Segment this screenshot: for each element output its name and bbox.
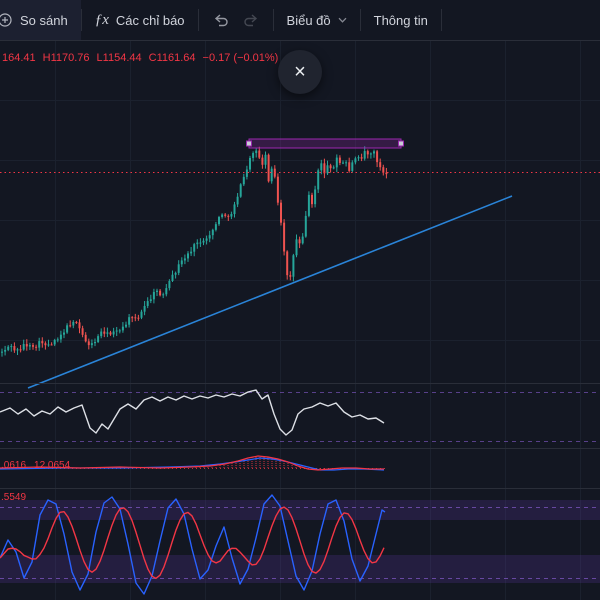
pane-indicator-3[interactable] [0,489,600,600]
top-toolbar: So sánh ƒx Các chỉ báo Biểu đồ Thông [0,0,600,41]
toolbar-separator [272,9,274,31]
pane-separator[interactable] [0,488,600,489]
chart-menu-label: Biểu đồ [286,12,331,28]
open-value: 164.41 [2,52,36,64]
pane-indicator-2[interactable] [0,449,600,488]
redo-icon [242,13,260,28]
close-icon: × [294,61,306,83]
chevron-down-icon [338,17,347,23]
indicators-label: Các chỉ báo [115,12,185,28]
toolbar-separator [197,9,199,31]
toolbar-separator [80,9,82,31]
macd-values: .0616 12.0654 [1,460,78,471]
stoch-value-text: .5549 [1,492,27,503]
low-value: L1154.44 [96,52,142,64]
fx-icon: ƒx [94,11,109,28]
close-value: C1161.64 [148,52,196,64]
close-button[interactable]: × [278,50,322,94]
indicators-button[interactable]: ƒx Các chỉ báo [82,0,198,40]
pane-separator[interactable] [0,383,600,384]
ohlc-legend: 164.41 H1170.76 L1154.44 C1161.64 −0.17 (−0.… [2,52,285,64]
compare-icon [0,12,13,28]
stoch-value: .5549 [1,492,34,503]
info-button[interactable]: Thông tin [361,0,441,40]
toolbar-separator [440,9,442,31]
undo-button[interactable] [199,0,238,40]
info-label: Thông tin [373,12,428,28]
compare-button[interactable]: So sánh [0,0,81,40]
pane-indicator-1[interactable] [0,384,600,448]
high-value: H1170.76 [42,52,90,64]
pane-separator[interactable] [0,448,600,449]
compare-label: So sánh [20,12,68,28]
redo-button[interactable] [238,0,273,40]
change-value: −0.17 (−0.01%) [202,52,279,64]
macd-value-a: .0616 [1,460,27,471]
toolbar-separator [359,9,361,31]
undo-icon [212,13,230,28]
chart-menu-button[interactable]: Biểu đồ [274,0,360,40]
macd-value-b: 12.0654 [34,460,71,471]
